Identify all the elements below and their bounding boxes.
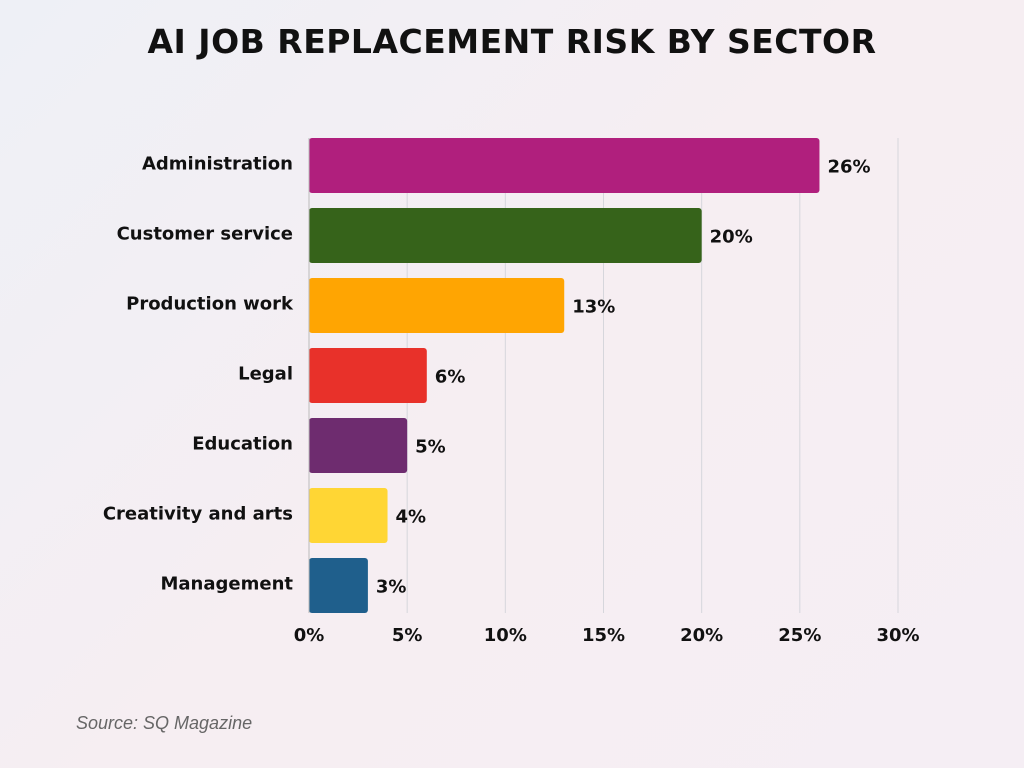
x-tick-label: 0% [294,625,325,646]
source-note: Source: SQ Magazine [76,713,253,733]
bar [309,208,702,263]
x-tick-label: 15% [582,625,625,646]
x-tick-label: 10% [484,625,527,646]
data-label: 26% [827,157,870,178]
category-label: Education [192,434,293,455]
x-tick-label: 25% [778,625,821,646]
category-label: Creativity and arts [103,504,293,525]
bar [309,558,368,613]
bar [309,138,820,193]
category-label: Administration [142,154,293,175]
data-label: 3% [376,577,407,598]
data-label: 6% [435,367,466,388]
data-label: 4% [396,507,427,528]
bar [309,488,388,543]
chart-title: AI JOB REPLACEMENT RISK BY SECTOR [147,22,877,61]
x-tick-label: 20% [680,625,723,646]
bar [309,348,427,403]
category-label: Customer service [117,224,293,245]
category-label: Production work [126,294,294,315]
data-label: 20% [710,227,753,248]
x-tick-label: 5% [392,625,423,646]
category-label: Management [161,574,294,595]
category-label: Legal [238,364,293,385]
data-label: 5% [415,437,446,458]
bar [309,278,565,333]
data-label: 13% [572,297,615,318]
bar [309,418,408,473]
x-tick-label: 30% [876,625,919,646]
